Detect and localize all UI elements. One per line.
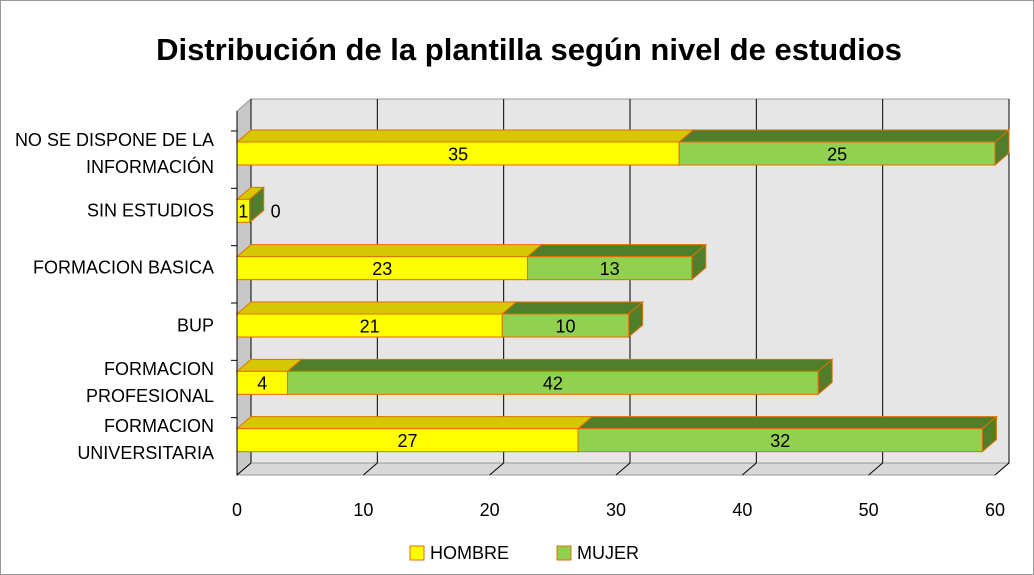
- x-tick-label: 10: [353, 500, 373, 520]
- x-tick-label: 50: [859, 500, 879, 520]
- legend-label: MUJER: [577, 543, 639, 563]
- bar-top: [235, 129, 695, 143]
- y-tick-label: FORMACION BASICA: [32, 257, 214, 278]
- x-tick-label: 30: [606, 500, 626, 520]
- y-tick-label: SIN ESTUDIOS: [86, 200, 214, 221]
- bar-top: [235, 416, 594, 430]
- x-tick: [363, 462, 378, 476]
- bar-top: [576, 416, 998, 430]
- bar: [678, 141, 996, 166]
- data-label: 10: [555, 316, 575, 336]
- y-tick-label: FORMACION UNIVERSITARIA: [77, 416, 214, 464]
- data-label: 42: [543, 374, 563, 394]
- data-label: 27: [398, 431, 418, 451]
- bar-top: [526, 244, 708, 258]
- bar: [501, 313, 630, 338]
- data-label: 0: [271, 202, 281, 222]
- x-tick-label: 20: [480, 500, 500, 520]
- chart-title: Distribución de la plantilla según nivel…: [156, 32, 902, 67]
- bar-top: [500, 301, 644, 315]
- bar-side: [249, 186, 265, 224]
- x-tick-label: 0: [232, 500, 242, 520]
- x-tick-label: 60: [985, 500, 1005, 520]
- y-tick-label: BUP: [176, 315, 214, 336]
- data-label: 23: [372, 259, 392, 279]
- y-tick-label: FORMACION PROFESIONAL: [85, 359, 214, 406]
- legend-swatch: [409, 545, 425, 561]
- x-tick: [236, 462, 252, 476]
- legend-swatch: [556, 545, 572, 561]
- x-tick: [994, 462, 1010, 476]
- bar: [527, 256, 693, 281]
- data-label: 35: [448, 144, 468, 164]
- data-label: 1: [238, 202, 248, 222]
- data-label: 25: [827, 144, 847, 164]
- bar-top: [677, 129, 1011, 143]
- data-label: 32: [770, 431, 790, 451]
- y-tick-label: NO SE DISPONE DE LA INFORMACIÓN: [14, 129, 214, 177]
- x-tick: [489, 462, 504, 476]
- bar: [287, 370, 819, 395]
- x-tick-label: 40: [732, 500, 752, 520]
- data-label: 21: [360, 316, 380, 336]
- bar-top: [286, 358, 834, 372]
- legend-label: HOMBRE: [430, 543, 509, 563]
- data-label: 13: [600, 259, 620, 279]
- x-tick: [742, 462, 757, 476]
- bar-top: [235, 244, 543, 258]
- x-tick: [615, 462, 631, 476]
- bar: [577, 428, 983, 453]
- data-label: 4: [257, 374, 267, 394]
- x-tick: [868, 462, 883, 476]
- bar-top: [235, 301, 518, 315]
